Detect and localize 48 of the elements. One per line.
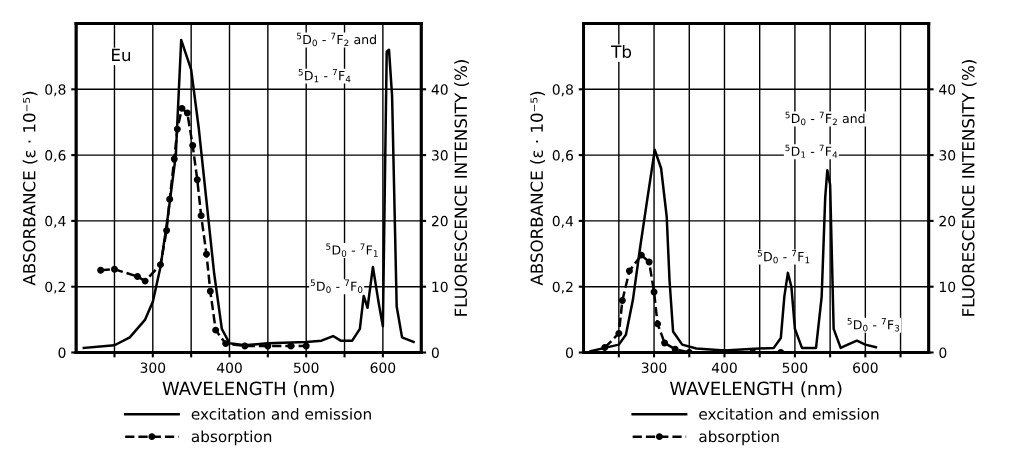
x-axis-title: WAVELENGTH (nm) xyxy=(669,381,842,398)
y2-tick-label: 0 xyxy=(939,347,947,358)
x-tick-label: 300 xyxy=(641,362,667,373)
x-tick-label: 500 xyxy=(782,362,808,373)
annotation: Eu xyxy=(112,48,131,62)
annotation: $^{5}$D$_{0}$ - $^{7}$F$_{1}$ xyxy=(326,243,378,257)
x-tick-label: 300 xyxy=(140,362,166,373)
legend-label: excitation and emission xyxy=(699,407,879,420)
x-tick-label: 500 xyxy=(294,362,319,373)
annotation: Tb xyxy=(611,45,632,58)
annotation: $^{5}$D$_{1}$ - $^{7}$F$_{4}$ xyxy=(785,144,838,158)
y-tick-label: 0,6 xyxy=(45,150,66,162)
annotation: $^{5}$D$_{0}$ - $^{7}$F$_{3}$ xyxy=(847,318,900,332)
y-tick-label: 0,4 xyxy=(45,215,66,228)
y2-tick-label: 20 xyxy=(939,215,956,227)
annotation: $^{5}$D$_{0}$ - $^{7}$F$_{1}$ xyxy=(757,249,810,264)
x-tick-label: 600 xyxy=(370,362,396,373)
y2-tick-label: 30 xyxy=(939,150,956,161)
legend-label: absorption xyxy=(191,430,272,446)
x-tick-label: 400 xyxy=(216,362,242,373)
y2-tick-label: 30 xyxy=(432,150,448,161)
y-tick-label: 0 xyxy=(58,347,66,358)
legend-label: absorption xyxy=(699,430,779,446)
y-tick-label: 0,8 xyxy=(552,84,573,97)
y-tick-label: 0,4 xyxy=(552,215,574,228)
y2-axis-title: FLUORESCENCE INTENSITY (%) xyxy=(961,60,977,316)
y2-tick-label: 0 xyxy=(431,347,439,358)
y-tick-label: 0 xyxy=(565,347,573,358)
annotation: $^{5}$D$_{0}$ - $^{7}$F$_{2}$ and xyxy=(785,111,865,126)
y-tick-label: 0,6 xyxy=(552,150,574,162)
annotation: $^{5}$D$_{1}$ - $^{7}$F$_{4}$ xyxy=(298,68,351,83)
annotation: $^{5}$D$_{0}$ - $^{7}$F$_{0}$ xyxy=(310,279,363,293)
x-axis-title: WAVELENGTH (nm) xyxy=(162,381,334,398)
y2-tick-label: 10 xyxy=(432,281,448,293)
y-tick-label: 0,2 xyxy=(552,281,573,294)
y2-tick-label: 20 xyxy=(431,215,448,227)
y-axis-title: ABSORBANCE (ε · 10⁻⁵) xyxy=(22,91,38,286)
y2-tick-label: 10 xyxy=(939,281,956,293)
y-tick-label: 0,2 xyxy=(45,281,66,294)
y2-tick-label: 40 xyxy=(939,84,956,95)
y2-tick-label: 40 xyxy=(431,84,448,95)
y-tick-label: 0,8 xyxy=(45,84,66,97)
x-tick-label: 600 xyxy=(853,362,878,373)
legend-label: excitation and emission xyxy=(191,407,371,420)
x-tick-label: 400 xyxy=(711,362,737,373)
y-axis-title: ABSORBANCE (ε · 10⁻⁵) xyxy=(530,91,545,286)
annotation: $^{5}$D$_{0}$ - $^{7}$F$_{2}$ and xyxy=(296,32,376,47)
y2-axis-title: FLUORESCENCE INTENSITY (%) xyxy=(454,60,470,316)
